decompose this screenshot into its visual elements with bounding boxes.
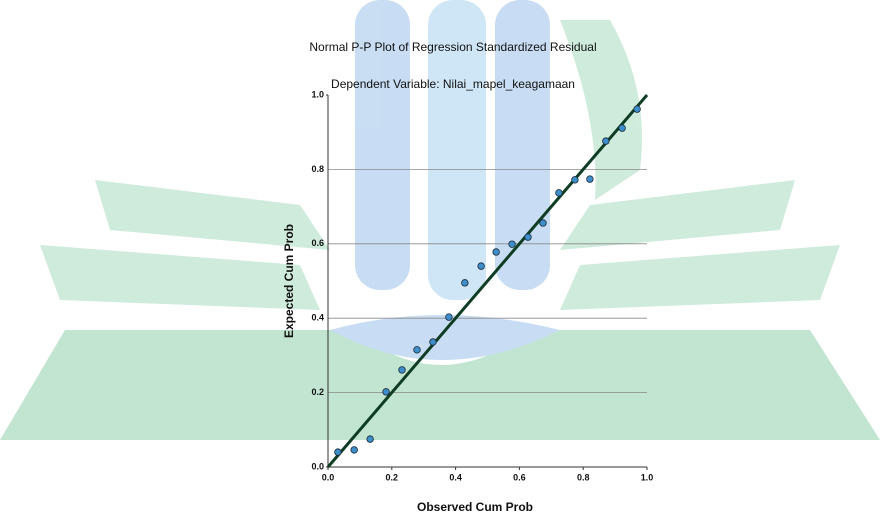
point bbox=[556, 190, 563, 197]
point bbox=[399, 367, 406, 374]
chart: Normal P-P Plot of Regression Standardiz… bbox=[0, 0, 880, 518]
x-tick-label: 0.8 bbox=[577, 472, 590, 482]
point bbox=[462, 280, 469, 287]
point bbox=[509, 241, 516, 248]
point bbox=[446, 314, 453, 321]
y-tick-label: 0.8 bbox=[311, 164, 324, 174]
x-tick-label: 0.4 bbox=[449, 472, 462, 482]
y-tick-label: 1.0 bbox=[311, 89, 324, 99]
y-tick-label: 0.0 bbox=[311, 461, 324, 471]
x-tick-label: 0.2 bbox=[386, 472, 399, 482]
y-tick-label: 0.2 bbox=[311, 387, 324, 397]
point bbox=[335, 449, 342, 456]
point bbox=[634, 106, 641, 113]
point bbox=[430, 339, 437, 346]
point bbox=[351, 447, 358, 454]
y-axis-label: Expected Cum Prob bbox=[282, 224, 296, 338]
point bbox=[603, 138, 610, 145]
page: {"chart_data": {"type": "scatter", "titl… bbox=[0, 0, 880, 518]
point bbox=[572, 177, 579, 184]
point bbox=[619, 125, 626, 132]
chart-title: Normal P-P Plot of Regression Standardiz… bbox=[309, 40, 596, 54]
point bbox=[540, 220, 547, 227]
x-tick-label: 1.0 bbox=[641, 472, 654, 482]
point bbox=[478, 263, 485, 270]
point bbox=[367, 436, 374, 443]
watermark bbox=[0, 0, 880, 440]
x-tick-label: 0.0 bbox=[322, 472, 335, 482]
point bbox=[414, 347, 421, 354]
point bbox=[587, 176, 594, 183]
point bbox=[525, 234, 532, 241]
point bbox=[383, 389, 390, 396]
point bbox=[493, 249, 500, 256]
y-tick-label: 0.4 bbox=[311, 313, 324, 323]
y-tick-label: 0.6 bbox=[311, 238, 324, 248]
chart-subtitle: Dependent Variable: Nilai_mapel_keagamaa… bbox=[331, 77, 575, 91]
x-tick-label: 0.6 bbox=[513, 472, 526, 482]
x-axis-label: Observed Cum Prob bbox=[417, 500, 533, 514]
